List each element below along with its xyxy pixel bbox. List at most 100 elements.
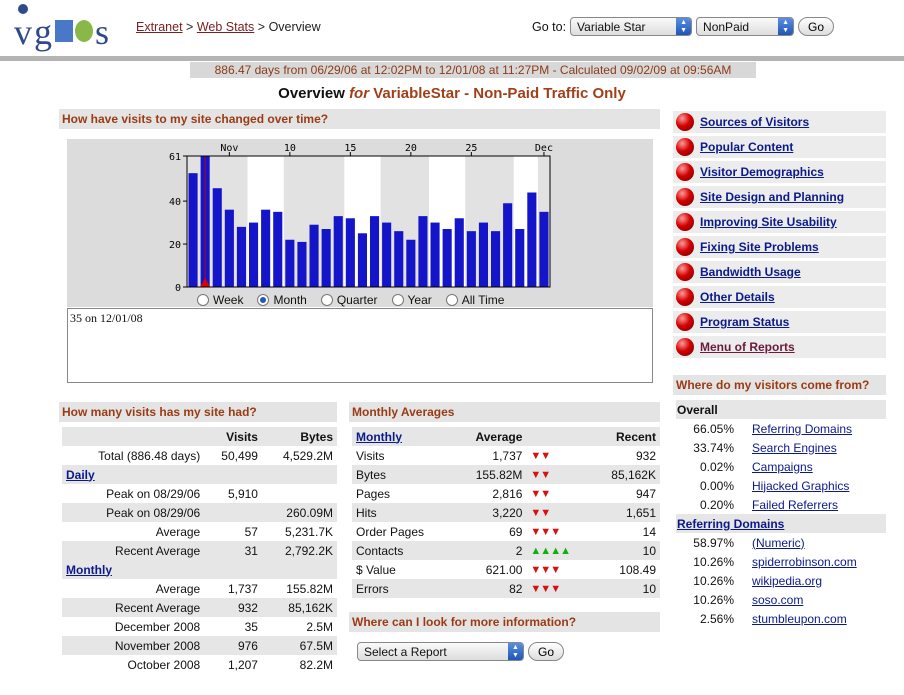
chart-bar[interactable] — [261, 209, 271, 287]
menu-link[interactable]: Sources of Visitors — [700, 115, 810, 129]
menu-link[interactable]: Other Details — [700, 290, 775, 304]
chart-bar[interactable] — [333, 216, 343, 287]
chart-bar[interactable] — [418, 216, 428, 287]
chart-bar[interactable] — [406, 239, 416, 287]
menu-item-bandwidth-usage[interactable]: Bandwidth Usage — [673, 261, 886, 283]
table-row: 58.97% (Numeric) — [676, 533, 886, 552]
table-row: 0.02% Campaigns — [676, 457, 886, 476]
chart-bar[interactable] — [491, 231, 501, 287]
chart-bar[interactable] — [357, 233, 367, 287]
source-link[interactable]: wikipedia.org — [752, 573, 823, 588]
source-link[interactable]: spiderrobinson.com — [752, 554, 857, 569]
monthly-header-link[interactable]: Monthly — [356, 429, 402, 444]
menu-link[interactable]: Fixing Site Problems — [700, 240, 819, 254]
chart-bar[interactable] — [394, 231, 404, 287]
chart-bar[interactable] — [273, 211, 283, 287]
site-select[interactable]: Variable Star ▲ ▼ — [570, 17, 693, 36]
red-ball-icon — [676, 213, 694, 231]
goto-bar: Go to: Variable Star ▲ ▼ NonPaid ▲ ▼ Go — [532, 17, 835, 36]
bytes-cell — [262, 484, 337, 503]
chart-bar[interactable] — [442, 229, 452, 287]
table-row: 10.26% spiderrobinson.com — [676, 552, 886, 571]
menu-item-program-status[interactable]: Program Status — [673, 311, 886, 333]
radio-all-time[interactable]: All Time — [445, 293, 504, 307]
menu-item-sources-of-visitors[interactable]: Sources of Visitors — [673, 111, 886, 133]
menu-item-fixing-site-problems[interactable]: Fixing Site Problems — [673, 236, 886, 258]
table-row: 10.26% soso.com — [676, 590, 886, 609]
percent-cell: 10.26% — [693, 554, 734, 569]
menu-link[interactable]: Popular Content — [700, 140, 794, 154]
chart-bar[interactable] — [188, 173, 198, 287]
menu-item-visitor-demographics[interactable]: Visitor Demographics — [673, 161, 886, 183]
menu-link[interactable]: Improving Site Usability — [700, 215, 837, 229]
chart-bar[interactable] — [539, 211, 549, 287]
menu-link[interactable]: Menu of Reports — [700, 340, 795, 354]
chart-bar[interactable] — [478, 222, 488, 287]
menu-item-menu-of-reports[interactable]: Menu of Reports — [673, 336, 886, 358]
monthly-link[interactable]: Monthly — [66, 562, 112, 577]
source-link[interactable]: Campaigns — [752, 459, 813, 474]
radio-circle-icon — [445, 294, 458, 306]
source-link[interactable]: soso.com — [752, 592, 804, 607]
menu-item-site-design-and-planning[interactable]: Site Design and Planning — [673, 186, 886, 208]
chart-bar[interactable] — [297, 241, 307, 287]
menu-item-other-details[interactable]: Other Details — [673, 286, 886, 308]
table-row: Recent Average 932 85,162K — [62, 598, 337, 617]
percent-cell: 0.02% — [699, 459, 734, 474]
radio-quarter[interactable]: Quarter — [320, 293, 378, 307]
traffic-filter-select[interactable]: NonPaid ▲ ▼ — [696, 17, 795, 36]
menu-item-improving-site-usability[interactable]: Improving Site Usability — [673, 211, 886, 233]
chart-bar[interactable] — [321, 229, 331, 287]
referring-domains-link[interactable]: Referring Domains — [677, 516, 785, 531]
recent-cell: 108.49 — [619, 562, 656, 577]
chart-bar[interactable] — [224, 209, 234, 287]
vgods-logo[interactable]: v g s — [12, 2, 124, 54]
breadcrumb-extranet-link[interactable]: Extranet — [136, 20, 183, 34]
menu-link[interactable]: Visitor Demographics — [700, 165, 824, 179]
chart-bar[interactable] — [345, 218, 355, 287]
chart-bar[interactable] — [466, 231, 476, 287]
breadcrumb-webstats-link[interactable]: Web Stats — [196, 20, 255, 34]
source-link[interactable]: (Numeric) — [752, 535, 805, 550]
menu-link[interactable]: Site Design and Planning — [700, 190, 845, 204]
source-link[interactable]: Search Engines — [752, 440, 837, 455]
table-row: Bytes 155.82M ▼▼ 85,162K — [352, 465, 660, 484]
source-link[interactable]: Referring Domains — [752, 421, 853, 436]
date-range-bar: 886.47 days from 06/29/06 at 12:02PM to … — [190, 62, 756, 78]
chart-bar[interactable] — [503, 203, 513, 287]
radio-year[interactable]: Year — [391, 293, 432, 307]
row-label: Hits — [352, 503, 454, 522]
goto-go-button[interactable]: Go — [798, 17, 835, 36]
radio-month[interactable]: Month — [257, 293, 307, 307]
chart-bar[interactable] — [382, 222, 392, 287]
chart-bar[interactable] — [515, 229, 525, 287]
report-go-button[interactable]: Go — [528, 642, 565, 661]
radio-week[interactable]: Week — [197, 293, 243, 307]
chart-bar[interactable] — [212, 188, 222, 287]
table-row: 0.20% Failed Referrers — [676, 495, 886, 514]
chart-bar[interactable] — [527, 192, 537, 287]
table-row: Contacts 2 ▲▲▲▲ 10 — [352, 541, 660, 560]
menu-link[interactable]: Program Status — [700, 315, 790, 329]
visits-chart-panel: 0 20 40 61 Nov 10 15 20 25 Dec — [67, 139, 653, 307]
table-row: Total (886.48 days) 50,499 4,529.2M — [62, 446, 337, 465]
chart-bar[interactable] — [249, 222, 259, 287]
chart-bar[interactable] — [430, 222, 440, 287]
chart-bar[interactable] — [370, 216, 380, 287]
menu-item-popular-content[interactable]: Popular Content — [673, 136, 886, 158]
daily-link[interactable]: Daily — [66, 467, 95, 482]
source-link[interactable]: stumbleupon.com — [752, 611, 847, 626]
menu-link[interactable]: Bandwidth Usage — [700, 265, 801, 279]
visits-bar-chart[interactable]: 0 20 40 61 Nov 10 15 20 25 Dec — [67, 139, 653, 291]
visits-cell: 976 — [204, 636, 262, 655]
chart-bar[interactable] — [236, 226, 246, 287]
chart-bar[interactable] — [285, 239, 295, 287]
chart-bar[interactable] — [454, 218, 464, 287]
source-link[interactable]: Failed Referrers — [752, 497, 839, 512]
bytes-cell: 85,162K — [261, 598, 337, 617]
report-select[interactable]: Select a Report ▲ ▼ — [357, 642, 524, 661]
bytes-cell: 4,529.2M — [282, 448, 333, 463]
source-link[interactable]: Hijacked Graphics — [752, 478, 850, 493]
chart-bar[interactable] — [309, 224, 319, 287]
trend-down-arrows-icon: ▼▼ — [530, 449, 551, 462]
